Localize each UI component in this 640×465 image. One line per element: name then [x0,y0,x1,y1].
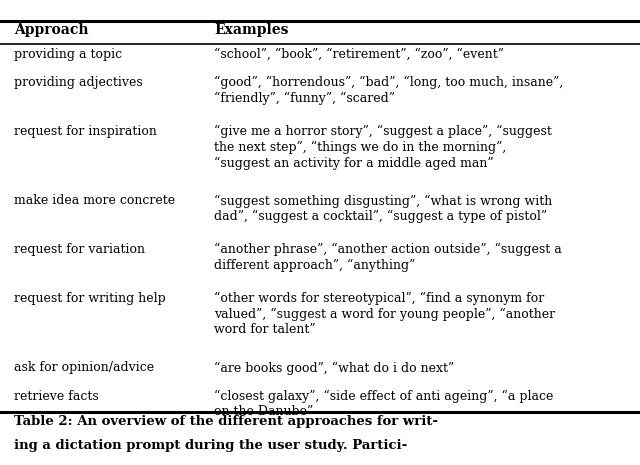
Text: “other words for stereotypical”, “find a synonym for
valued”, “suggest a word fo: “other words for stereotypical”, “find a… [214,292,556,337]
Text: Table 2: An overview of the different approaches for writ-: Table 2: An overview of the different ap… [14,415,438,428]
Text: request for inspiration: request for inspiration [14,125,157,138]
Text: “are books good”, “what do i do next”: “are books good”, “what do i do next” [214,361,454,375]
Text: “closest galaxy”, “side effect of anti ageing”, “a place
on the Danube”: “closest galaxy”, “side effect of anti a… [214,390,554,418]
Text: providing a topic: providing a topic [14,48,122,61]
Text: “give me a horror story”, “suggest a place”, “suggest
the next step”, “things we: “give me a horror story”, “suggest a pla… [214,125,552,170]
Text: Examples: Examples [214,23,289,37]
Text: make idea more concrete: make idea more concrete [14,194,175,207]
Text: Approach: Approach [14,23,88,37]
Text: “suggest something disgusting”, “what is wrong with
dad”, “suggest a cocktail”, : “suggest something disgusting”, “what is… [214,194,553,223]
Text: “good”, “horrendous”, “bad”, “long, too much, insane”,
“friendly”, “funny”, “sca: “good”, “horrendous”, “bad”, “long, too … [214,76,564,105]
Text: ing a dictation prompt during the user study. Partici-: ing a dictation prompt during the user s… [14,439,407,452]
Text: request for writing help: request for writing help [14,292,166,305]
Text: request for variation: request for variation [14,243,145,256]
Text: ask for opinion/advice: ask for opinion/advice [14,361,154,374]
Text: providing adjectives: providing adjectives [14,76,143,89]
Text: “another phrase”, “another action outside”, “suggest a
different approach”, “any: “another phrase”, “another action outsid… [214,243,562,272]
Text: retrieve facts: retrieve facts [14,390,99,403]
Text: “school”, “book”, “retirement”, “zoo”, “event”: “school”, “book”, “retirement”, “zoo”, “… [214,48,504,61]
